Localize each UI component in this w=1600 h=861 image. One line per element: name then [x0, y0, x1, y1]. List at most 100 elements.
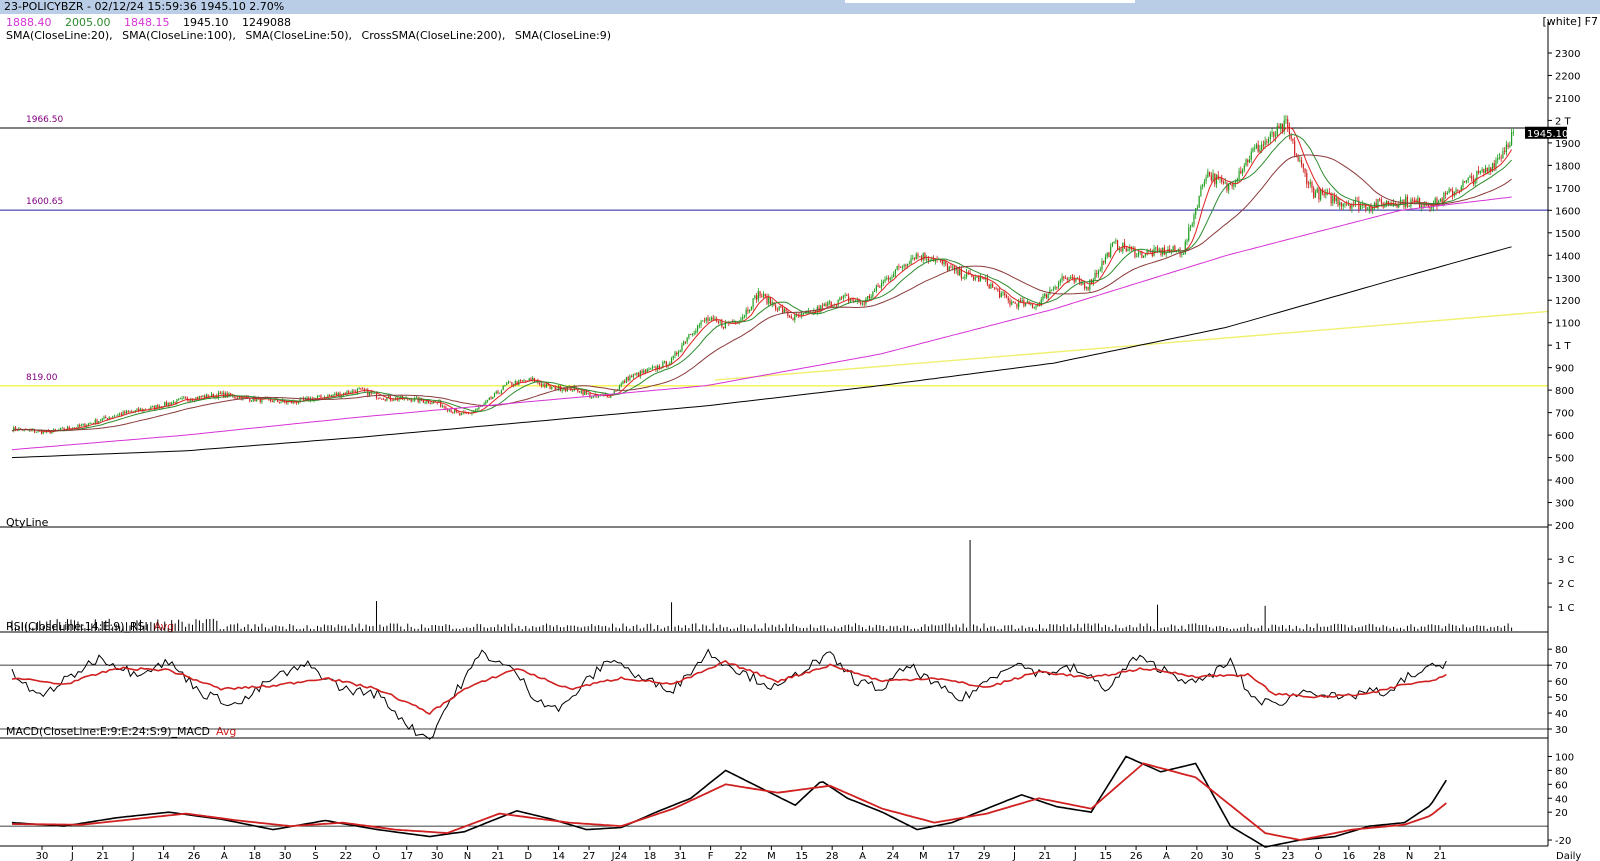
candle-body	[30, 429, 32, 431]
legend-sma9[interactable]: SMA(CloseLine:9)	[514, 29, 612, 42]
candle-body	[780, 306, 782, 308]
candle-body	[372, 393, 374, 394]
rsi-tick-label: 60	[1555, 677, 1568, 688]
candle-body	[1491, 163, 1494, 172]
candle-body	[139, 409, 142, 411]
candle-body	[342, 392, 345, 395]
candle-body	[919, 256, 921, 258]
candle-body	[629, 376, 631, 381]
x-tick-label: 16	[1342, 851, 1355, 861]
candle-body	[431, 402, 433, 404]
candle-body	[1257, 144, 1259, 152]
candle-body	[1510, 132, 1513, 146]
candle-body	[379, 397, 381, 399]
candle-body	[299, 398, 301, 403]
candle-body	[120, 413, 122, 416]
candle-body	[995, 288, 997, 289]
candle-body	[648, 368, 650, 370]
candle-body	[1174, 246, 1176, 252]
candle-body	[965, 272, 968, 277]
candle-body	[1427, 204, 1429, 207]
level-label-0: 1966.50	[26, 115, 63, 125]
candle-body	[353, 390, 355, 392]
candle-body	[523, 380, 525, 382]
candle-body	[974, 277, 976, 280]
candle-body	[1464, 181, 1466, 182]
candle-body	[476, 408, 478, 411]
candle-body	[573, 386, 575, 391]
candle-body	[927, 258, 930, 261]
candle-body	[381, 398, 383, 400]
candle-body	[1309, 182, 1311, 184]
candle-body	[877, 285, 879, 287]
candle-body	[1236, 178, 1238, 181]
price-tick-label: 1800	[1555, 161, 1580, 172]
candle-body	[1439, 198, 1442, 202]
candle-body	[243, 396, 246, 397]
candle-body	[1210, 175, 1212, 181]
ohlc-low: 1848.15	[124, 16, 170, 29]
candle-body	[212, 393, 214, 398]
candle-body	[839, 297, 841, 301]
candle-body	[1307, 183, 1310, 185]
candle-body	[775, 305, 777, 310]
candle-body	[1165, 252, 1167, 255]
candle-body	[278, 401, 280, 403]
candle-body	[634, 374, 636, 376]
ohlc-close: 1945.10	[183, 16, 229, 29]
price-tick-label: 1100	[1555, 319, 1580, 330]
candle-body	[507, 381, 509, 384]
candle-body	[894, 269, 897, 274]
candle-body	[771, 302, 773, 305]
candle-body	[448, 409, 450, 411]
candle-body	[1318, 188, 1320, 200]
candle-body	[1115, 240, 1117, 242]
x-tick-label: J24	[611, 851, 628, 861]
legend-sma100[interactable]: SMA(CloseLine:100),	[122, 29, 236, 42]
candle-body	[1304, 168, 1306, 174]
legend-sma20[interactable]: SMA(CloseLine:20),	[6, 29, 113, 42]
candle-body	[896, 266, 898, 270]
candle-body	[1266, 141, 1268, 143]
candle-body	[184, 397, 187, 399]
candle-body	[584, 391, 586, 395]
candle-body	[861, 303, 864, 305]
candle-body	[200, 396, 202, 398]
candle-body	[618, 385, 621, 390]
candle-body	[856, 299, 858, 302]
candle-body	[427, 400, 430, 404]
candle-body	[879, 286, 881, 288]
candle-body	[1085, 286, 1087, 289]
candle-body	[478, 407, 480, 409]
candle-body	[82, 423, 84, 426]
candle-body	[598, 395, 600, 397]
legend-sma50[interactable]: SMA(CloseLine:50),	[245, 29, 353, 42]
candle-body	[370, 391, 372, 394]
candle-body	[457, 411, 459, 413]
candle-body	[832, 304, 834, 308]
x-tick-label: 30	[1221, 851, 1234, 861]
candle-body	[1320, 189, 1322, 200]
candle-body	[1380, 199, 1383, 204]
candle-body	[221, 392, 223, 394]
candle-body	[1025, 302, 1027, 306]
theme-label[interactable]: [white] F7	[1542, 15, 1598, 28]
candle-body	[1379, 199, 1381, 200]
candle-body	[1052, 288, 1054, 290]
macd-tick-label: 100	[1555, 752, 1574, 763]
x-tick-label: 15	[1099, 851, 1112, 861]
candle-body	[167, 402, 169, 406]
rsi-tick-label: 70	[1555, 661, 1568, 672]
candle-body	[1132, 248, 1134, 250]
candle-body	[1333, 196, 1336, 202]
candle-body	[1011, 301, 1013, 305]
candle-body	[1231, 183, 1233, 187]
legend-sma200[interactable]: CrossSMA(CloseLine:200),	[361, 29, 506, 42]
candle-body	[688, 334, 690, 338]
candle-body	[1509, 145, 1511, 148]
candle-body	[1071, 276, 1074, 278]
candle-body	[1471, 176, 1473, 179]
candle-body	[1222, 181, 1225, 184]
candle-body	[1059, 280, 1061, 283]
